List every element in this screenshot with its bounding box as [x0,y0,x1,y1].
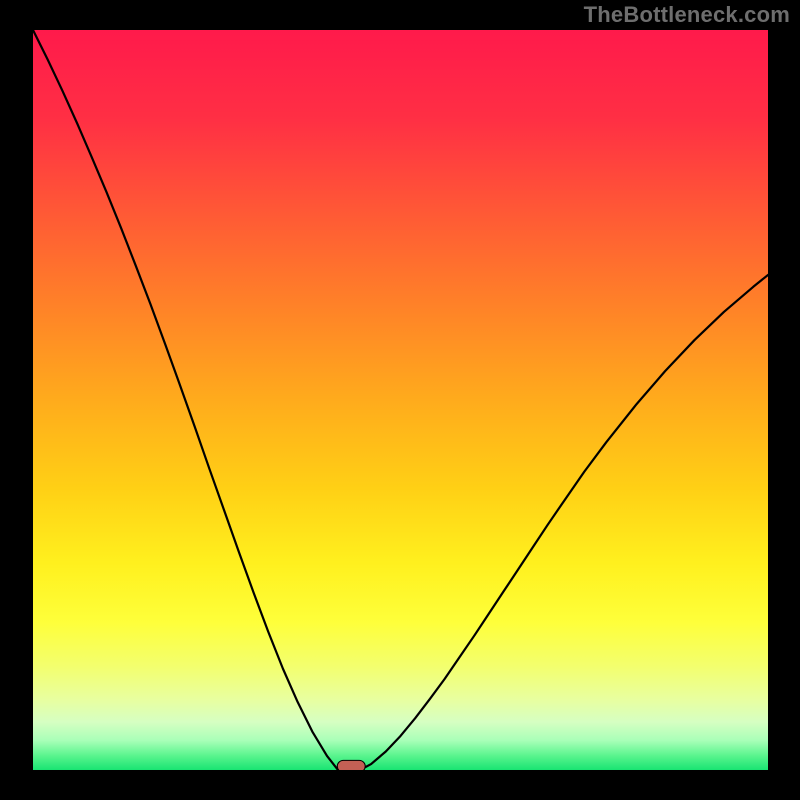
watermark-text: TheBottleneck.com [584,2,790,28]
plot-area [33,30,768,770]
chart-svg [33,30,768,770]
gradient-background [33,30,768,770]
canvas-root: TheBottleneck.com [0,0,800,800]
optimum-marker [337,760,365,770]
